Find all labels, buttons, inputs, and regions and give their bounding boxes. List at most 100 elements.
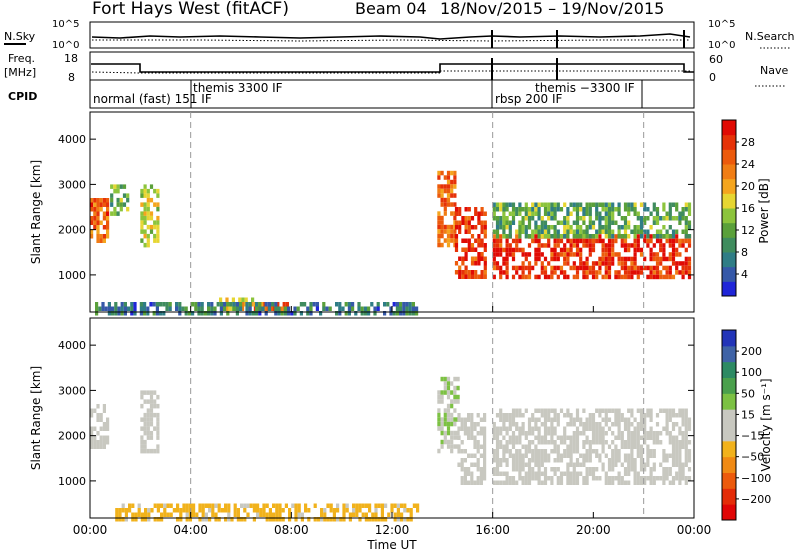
data-cell bbox=[443, 238, 447, 243]
data-cell bbox=[553, 417, 557, 422]
data-cell bbox=[293, 306, 297, 311]
data-cell bbox=[464, 252, 468, 257]
data-cell bbox=[623, 256, 628, 262]
data-cell bbox=[639, 247, 644, 253]
data-cell bbox=[508, 480, 512, 485]
data-cell bbox=[446, 426, 451, 431]
data-cell bbox=[527, 216, 532, 221]
data-cell bbox=[537, 449, 541, 454]
data-cell bbox=[458, 229, 462, 234]
data-cell bbox=[156, 508, 160, 513]
data-cell bbox=[547, 417, 551, 422]
data-cell bbox=[231, 297, 235, 302]
data-cell bbox=[495, 225, 500, 230]
data-cell bbox=[550, 270, 554, 275]
data-cell bbox=[556, 453, 560, 458]
data-cell bbox=[248, 306, 252, 311]
data-cell bbox=[623, 247, 628, 253]
data-cell bbox=[440, 399, 444, 404]
data-cell bbox=[623, 480, 628, 485]
data-cell bbox=[143, 439, 147, 445]
data-cell bbox=[527, 243, 532, 248]
data-cell bbox=[620, 440, 624, 445]
data-cell bbox=[380, 517, 384, 522]
data-cell bbox=[296, 306, 300, 311]
data-cell bbox=[569, 462, 573, 467]
data-cell bbox=[515, 458, 519, 463]
data-cell bbox=[601, 202, 605, 207]
data-cell bbox=[649, 453, 653, 458]
data-cell bbox=[143, 448, 147, 454]
data-cell bbox=[155, 302, 159, 307]
data-cell bbox=[582, 426, 586, 431]
data-cell bbox=[453, 444, 457, 449]
data-cell bbox=[460, 476, 464, 481]
data-cell bbox=[569, 480, 573, 485]
data-cell bbox=[505, 480, 509, 485]
data-cell bbox=[446, 242, 451, 248]
data-cell bbox=[102, 202, 106, 207]
data-cell bbox=[681, 471, 685, 476]
data-cell bbox=[652, 440, 656, 445]
data-cell bbox=[156, 448, 160, 454]
data-cell bbox=[499, 247, 503, 253]
data-cell bbox=[617, 211, 621, 216]
data-cell bbox=[116, 211, 120, 216]
data-cell bbox=[467, 216, 471, 221]
data-cell bbox=[531, 476, 535, 481]
data-cell bbox=[553, 431, 557, 436]
data-cell bbox=[652, 265, 656, 271]
data-cell bbox=[116, 202, 120, 207]
data-cell bbox=[623, 467, 628, 472]
data-cell bbox=[126, 197, 130, 203]
data-cell bbox=[477, 238, 481, 243]
data-cell bbox=[446, 417, 451, 422]
data-cell bbox=[540, 265, 544, 271]
data-cell bbox=[268, 512, 272, 517]
data-cell bbox=[646, 435, 650, 440]
data-cell bbox=[389, 311, 393, 316]
data-cell bbox=[681, 417, 685, 422]
data-cell bbox=[623, 471, 628, 476]
data-cell bbox=[458, 256, 462, 261]
data-cell bbox=[146, 242, 150, 248]
data-cell bbox=[604, 274, 608, 280]
data-cell bbox=[210, 302, 214, 307]
data-cell bbox=[113, 184, 117, 189]
data-cell bbox=[543, 229, 548, 234]
data-cell bbox=[595, 202, 599, 207]
data-cell bbox=[492, 252, 496, 257]
data-cell bbox=[443, 381, 447, 386]
data-cell bbox=[575, 243, 580, 248]
data-cell bbox=[553, 202, 557, 207]
data-cell bbox=[579, 216, 583, 221]
data-cell bbox=[665, 417, 669, 422]
data-cell bbox=[146, 206, 150, 212]
data-cell bbox=[376, 302, 380, 307]
data-cell bbox=[684, 408, 688, 413]
data-cell bbox=[575, 471, 580, 476]
data-cell bbox=[652, 476, 656, 481]
data-cell bbox=[505, 238, 509, 244]
data-cell bbox=[446, 233, 451, 239]
data-cell bbox=[684, 225, 688, 230]
data-cell bbox=[502, 207, 506, 212]
data-cell bbox=[607, 261, 612, 266]
data-cell bbox=[150, 508, 154, 513]
data-cell bbox=[524, 225, 528, 230]
data-cell bbox=[524, 435, 528, 440]
data-cell bbox=[614, 417, 618, 422]
data-cell bbox=[623, 229, 628, 234]
data-cell bbox=[591, 431, 596, 436]
data-cell bbox=[96, 234, 100, 239]
data-cell bbox=[495, 471, 500, 476]
data-cell bbox=[633, 435, 637, 440]
data-cell bbox=[633, 261, 637, 266]
data-cell bbox=[259, 508, 263, 513]
data-cell bbox=[633, 243, 637, 248]
data-cell bbox=[566, 462, 570, 467]
data-cell bbox=[134, 517, 138, 522]
colorbar-swatch bbox=[722, 377, 736, 394]
data-cell bbox=[121, 503, 125, 508]
data-cell bbox=[630, 265, 634, 271]
